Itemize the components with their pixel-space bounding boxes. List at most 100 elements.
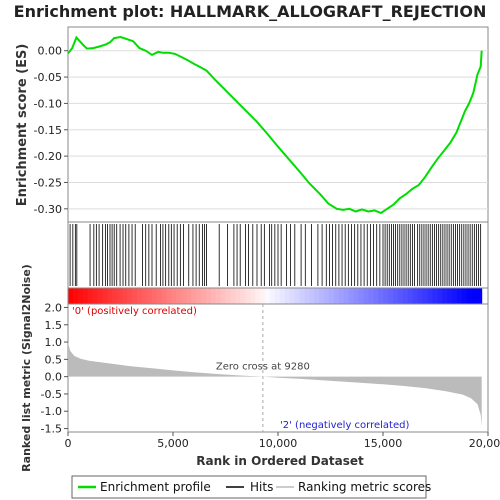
- chart-title: Enrichment plot: HALLMARK_ALLOGRAFT_REJE…: [14, 2, 487, 21]
- rank-color-segment: [353, 288, 360, 304]
- metric-x-tick-label: 0: [65, 437, 72, 450]
- metric-y-tick-label: -0.5: [41, 388, 62, 401]
- metric-x-tick-label: 20,000: [469, 437, 500, 450]
- rank-color-segment: [127, 288, 133, 304]
- rank-color-segment: [343, 288, 350, 304]
- rank-color-segment: [402, 288, 409, 304]
- rank-color-segment: [383, 288, 389, 304]
- rank-color-segment: [437, 288, 443, 304]
- rank-color-segment: [338, 288, 345, 304]
- rank-color-segment: [250, 288, 256, 304]
- rank-color-segment: [87, 288, 94, 304]
- rank-color-segment: [191, 288, 197, 304]
- rank-color-segment: [373, 288, 379, 304]
- rank-color-segment: [166, 288, 172, 304]
- legend-label-hits: Hits: [250, 480, 273, 494]
- rank-color-segment: [112, 288, 118, 304]
- zero-cross-label: Zero cross at 9280: [216, 362, 310, 373]
- rank-color-segment: [324, 288, 330, 304]
- rank-color-segment: [235, 288, 241, 304]
- rank-color-segment: [156, 288, 163, 304]
- rank-color-segment: [181, 288, 187, 304]
- es-y-tick-label: -0.10: [34, 97, 62, 110]
- rank-color-segment: [72, 288, 79, 304]
- rank-color-segment: [240, 288, 246, 304]
- rank-color-segment: [196, 288, 202, 304]
- es-y-ticks: 0.00 -0.05 -0.10 -0.15 -0.20 -0.25 -0.30: [34, 45, 68, 216]
- rank-color-segment: [269, 288, 276, 304]
- rank-color-segment: [447, 288, 453, 304]
- rank-color-segment: [186, 288, 192, 304]
- es-y-tick-label: 0.00: [38, 45, 63, 58]
- rank-color-segment: [122, 288, 128, 304]
- es-y-axis-title: Enrichment score (ES): [15, 44, 30, 207]
- es-gridlines: [68, 50, 488, 210]
- rank-color-segment: [348, 288, 355, 304]
- rank-color-segment: [220, 288, 227, 304]
- rank-color-segment: [471, 288, 478, 304]
- rank-color-segment: [146, 288, 153, 304]
- rank-color-segment: [68, 288, 74, 304]
- metric-y-axis-title: Ranked list metric (Signal2Noise): [20, 264, 33, 472]
- rank-color-segment: [407, 288, 414, 304]
- rank-color-segment: [260, 288, 266, 304]
- es-plot-area: [67, 26, 489, 223]
- rank-color-segment: [151, 288, 158, 304]
- rank-color-segment: [77, 288, 84, 304]
- rank-color-segment: [161, 288, 167, 304]
- rank-color-segment: [132, 288, 138, 304]
- rank-color-segment: [417, 288, 424, 304]
- metric-y-ticks: 2.0 1.5 1.0 0.5 0.0 -0.5 -1.0 -1.5: [41, 301, 68, 436]
- rank-color-segment: [466, 288, 473, 304]
- metric-x-tick-label: 10,000: [259, 437, 298, 450]
- hit-markers: [69, 224, 482, 286]
- rank-color-segment: [274, 288, 281, 304]
- metric-y-tick-label: -1.5: [41, 423, 62, 436]
- rank-color-segment: [333, 288, 340, 304]
- legend-label-enrichment-profile: Enrichment profile: [100, 480, 211, 494]
- rank-color-segment: [432, 288, 438, 304]
- es-y-tick-label: -0.20: [34, 150, 62, 163]
- metric-y-tick-label: 2.0: [45, 301, 63, 314]
- rank-color-bar: [68, 288, 483, 304]
- rank-color-segment: [136, 288, 143, 304]
- metric-x-ticks: 0 5,000 10,000 15,000 20,000: [65, 432, 500, 450]
- rank-color-segment: [117, 288, 123, 304]
- es-y-tick-label: -0.15: [34, 124, 62, 137]
- rank-color-segment: [92, 288, 99, 304]
- rank-color-segment: [225, 288, 232, 304]
- rank-color-segment: [82, 288, 89, 304]
- rank-color-segment: [200, 288, 207, 304]
- rank-color-segment: [427, 288, 433, 304]
- rank-color-segment: [299, 288, 305, 304]
- rank-color-segment: [245, 288, 251, 304]
- rank-color-segment: [210, 288, 217, 304]
- metric-y-tick-label: 1.5: [45, 319, 63, 332]
- rank-color-segment: [265, 288, 271, 304]
- rank-color-segment: [368, 288, 374, 304]
- rank-color-segment: [102, 288, 108, 304]
- rank-color-segment: [230, 288, 236, 304]
- rank-color-segment: [442, 288, 448, 304]
- rank-color-segment: [457, 288, 463, 304]
- es-y-tick-label: -0.05: [34, 71, 62, 84]
- rank-color-segment: [412, 288, 419, 304]
- rank-color-segment: [314, 288, 320, 304]
- enrichment-profile-line: [67, 35, 483, 215]
- rank-color-segment: [171, 288, 177, 304]
- metric-y-tick-label: 0.0: [45, 371, 63, 384]
- metric-y-tick-label: 0.5: [45, 353, 63, 366]
- rank-color-segment: [107, 288, 113, 304]
- rank-color-segment: [462, 288, 468, 304]
- rank-color-segment: [309, 288, 315, 304]
- rank-color-segment: [393, 288, 399, 304]
- ranking-metric-area: [68, 342, 482, 427]
- rank-color-segment: [452, 288, 458, 304]
- rank-color-segment: [363, 288, 369, 304]
- rank-color-segment: [329, 288, 335, 304]
- rank-color-segment: [378, 288, 384, 304]
- rank-color-segment: [279, 288, 286, 304]
- rank-color-segment: [388, 288, 394, 304]
- rank-color-segment: [141, 288, 148, 304]
- metric-y-tick-label: -1.0: [41, 405, 62, 418]
